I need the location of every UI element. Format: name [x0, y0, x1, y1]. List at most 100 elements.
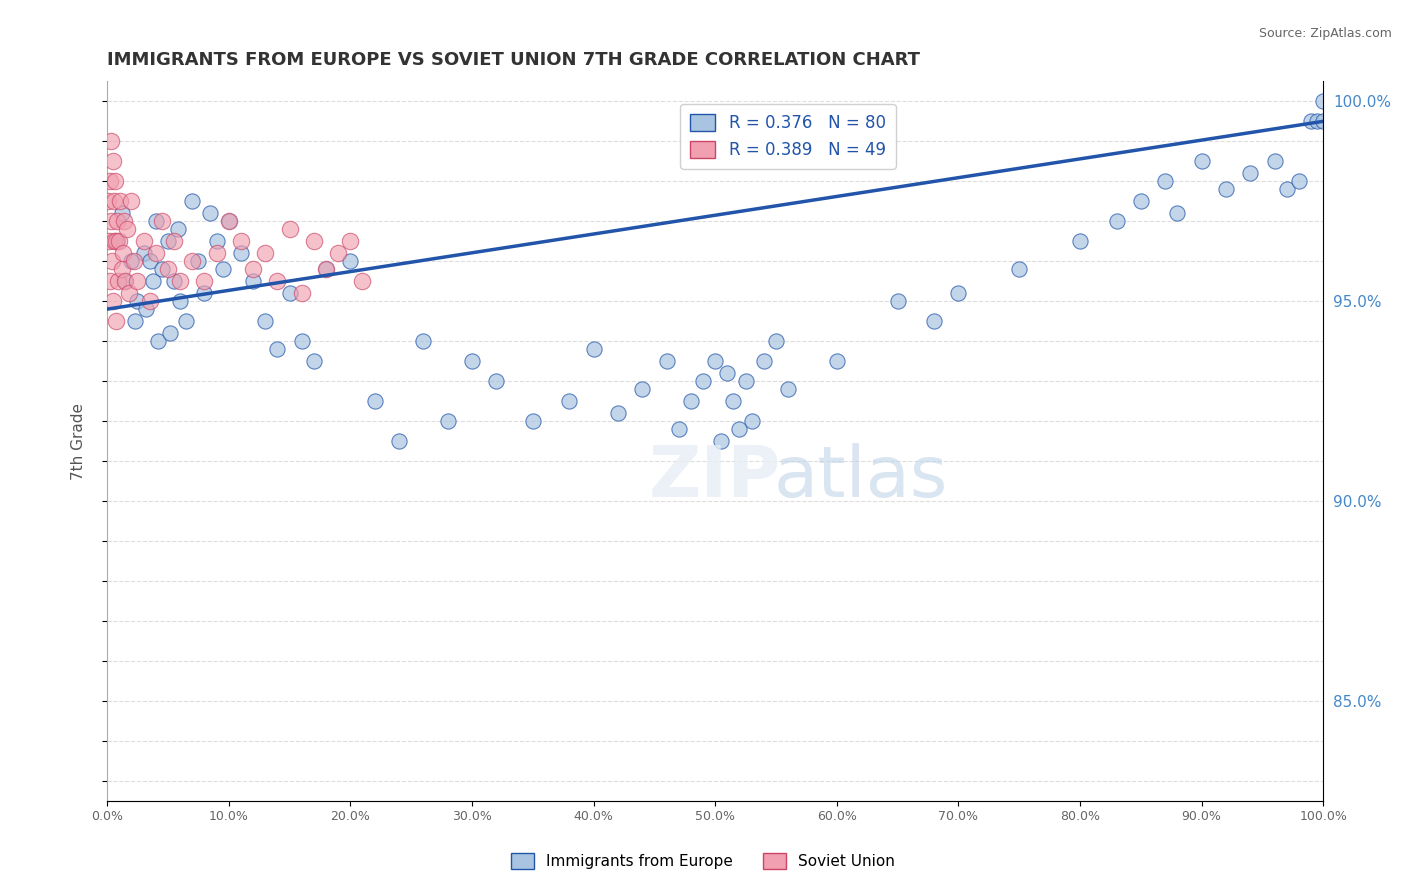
- Point: [150, 214, 173, 228]
- Point: [1275, 182, 1298, 196]
- Point: [218, 214, 240, 228]
- Point: [156, 262, 179, 277]
- Point: [100, 214, 122, 228]
- Point: [339, 234, 361, 248]
- Point: [98, 174, 121, 188]
- Point: [150, 262, 173, 277]
- Point: [1166, 206, 1188, 220]
- Point: [114, 274, 136, 288]
- Point: [922, 314, 945, 328]
- Point: [105, 234, 128, 248]
- Point: [169, 274, 191, 288]
- Point: [156, 234, 179, 248]
- Point: [778, 382, 800, 396]
- Point: [668, 422, 690, 436]
- Point: [723, 394, 745, 409]
- Point: [181, 194, 204, 209]
- Point: [388, 434, 411, 448]
- Point: [315, 262, 337, 277]
- Point: [1105, 214, 1128, 228]
- Point: [485, 374, 508, 388]
- Point: [302, 354, 325, 368]
- Point: [181, 254, 204, 268]
- Point: [291, 286, 314, 301]
- Point: [582, 342, 605, 356]
- Text: atlas: atlas: [773, 442, 948, 511]
- Point: [716, 366, 738, 380]
- Point: [752, 354, 775, 368]
- Point: [1069, 234, 1091, 248]
- Point: [104, 174, 127, 188]
- Point: [101, 154, 124, 169]
- Point: [765, 334, 787, 348]
- Point: [114, 274, 136, 288]
- Point: [254, 246, 277, 260]
- Point: [105, 214, 128, 228]
- Point: [606, 406, 628, 420]
- Point: [339, 254, 361, 268]
- Point: [679, 394, 702, 409]
- Text: IMMIGRANTS FROM EUROPE VS SOVIET UNION 7TH GRADE CORRELATION CHART: IMMIGRANTS FROM EUROPE VS SOVIET UNION 7…: [107, 51, 920, 69]
- Text: ZIP: ZIP: [650, 442, 782, 511]
- Point: [558, 394, 581, 409]
- Point: [352, 274, 374, 288]
- Text: Source: ZipAtlas.com: Source: ZipAtlas.com: [1258, 27, 1392, 40]
- Legend: Immigrants from Europe, Soviet Union: Immigrants from Europe, Soviet Union: [505, 847, 901, 875]
- Point: [159, 326, 181, 340]
- Point: [101, 294, 124, 309]
- Point: [120, 194, 142, 209]
- Point: [193, 274, 215, 288]
- Point: [115, 222, 138, 236]
- Point: [229, 234, 252, 248]
- Point: [1312, 114, 1334, 128]
- Point: [1129, 194, 1152, 209]
- Point: [187, 254, 209, 268]
- Point: [1312, 95, 1334, 109]
- Point: [97, 234, 120, 248]
- Point: [412, 334, 434, 348]
- Point: [138, 254, 160, 268]
- Point: [122, 254, 145, 268]
- Point: [1154, 174, 1177, 188]
- Point: [138, 294, 160, 309]
- Point: [174, 314, 197, 328]
- Point: [242, 274, 264, 288]
- Point: [631, 382, 654, 396]
- Point: [1008, 262, 1031, 277]
- Point: [166, 222, 188, 236]
- Point: [692, 374, 714, 388]
- Point: [948, 286, 970, 301]
- Point: [291, 334, 314, 348]
- Point: [278, 286, 301, 301]
- Point: [436, 414, 458, 428]
- Point: [704, 354, 727, 368]
- Point: [127, 274, 149, 288]
- Point: [112, 214, 135, 228]
- Point: [229, 246, 252, 260]
- Point: [118, 286, 141, 301]
- Point: [1306, 114, 1329, 128]
- Point: [127, 294, 149, 309]
- Point: [163, 274, 186, 288]
- Point: [145, 246, 167, 260]
- Point: [103, 194, 125, 209]
- Point: [1301, 114, 1323, 128]
- Point: [1215, 182, 1237, 196]
- Point: [111, 246, 134, 260]
- Point: [146, 334, 169, 348]
- Point: [825, 354, 848, 368]
- Point: [145, 214, 167, 228]
- Point: [278, 222, 301, 236]
- Point: [211, 262, 233, 277]
- Point: [734, 374, 756, 388]
- Point: [124, 314, 146, 328]
- Point: [111, 206, 134, 220]
- Point: [107, 274, 129, 288]
- Point: [111, 262, 134, 277]
- Point: [266, 342, 288, 356]
- Point: [655, 354, 678, 368]
- Point: [266, 274, 288, 288]
- Point: [1239, 166, 1261, 180]
- Point: [302, 234, 325, 248]
- Point: [97, 194, 120, 209]
